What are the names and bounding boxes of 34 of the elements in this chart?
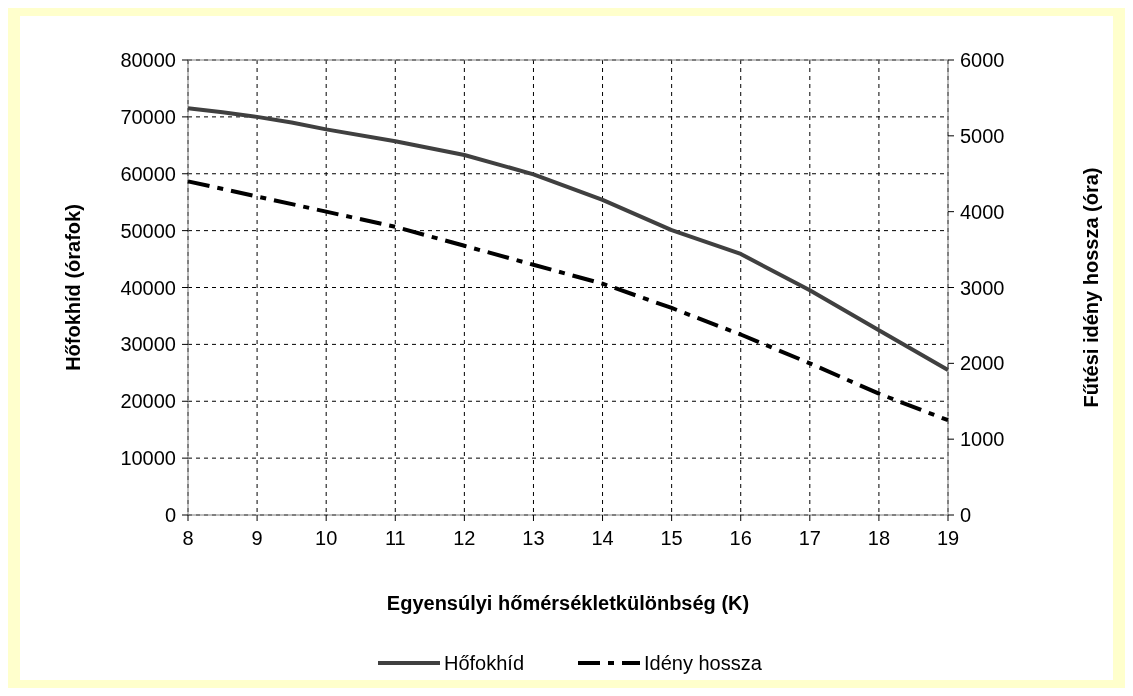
x-tick-label: 13: [522, 527, 545, 549]
y-tick-label: 60000: [120, 162, 176, 185]
y2-tick-label: 3000: [960, 276, 1005, 299]
y-tick-label: 70000: [120, 105, 176, 128]
y2-tick-label: 0: [960, 504, 972, 526]
x-tick-label: 14: [591, 527, 614, 549]
y-axis-title: Hőfokhíd (órafok): [62, 204, 84, 371]
y-tick-label: 50000: [120, 219, 176, 242]
y2-tick-label: 4000: [960, 200, 1005, 223]
x-tick-label: 8: [182, 527, 194, 549]
x-tick-label: 19: [936, 527, 960, 549]
y-tick-label: 80000: [120, 49, 176, 71]
y2-tick-label: 6000: [960, 49, 1005, 71]
y2-tick-label: 2000: [960, 352, 1005, 375]
y-tick-label: 30000: [120, 333, 176, 356]
legend-label: Hőfokhíd: [444, 652, 525, 674]
x-tick-label: 9: [251, 527, 263, 549]
y2-tick-label: 5000: [960, 124, 1005, 147]
x-tick-label: 10: [315, 527, 338, 549]
y2-axis-title: Fűtési idény hossza (óra): [1080, 167, 1102, 408]
line-series: [186, 106, 950, 372]
x-tick-label: 11: [384, 527, 406, 549]
x-axis-title: Egyensúlyi hőmérsékletkülönbség (K): [386, 592, 750, 614]
x-tick-label: 18: [867, 527, 891, 549]
x-tick-label: 17: [798, 527, 821, 549]
y2-tick-label: 1000: [960, 428, 1005, 451]
y-tick-label: 20000: [120, 390, 176, 413]
y-tick-label: 0: [164, 504, 176, 526]
x-tick-label: 15: [660, 527, 683, 549]
legend-label: Idény hossza: [644, 652, 763, 674]
y-tick-label: 40000: [120, 276, 176, 299]
x-tick-label: 16: [729, 527, 752, 549]
x-tick-label: 12: [453, 527, 476, 549]
y-tick-label: 10000: [120, 447, 176, 470]
